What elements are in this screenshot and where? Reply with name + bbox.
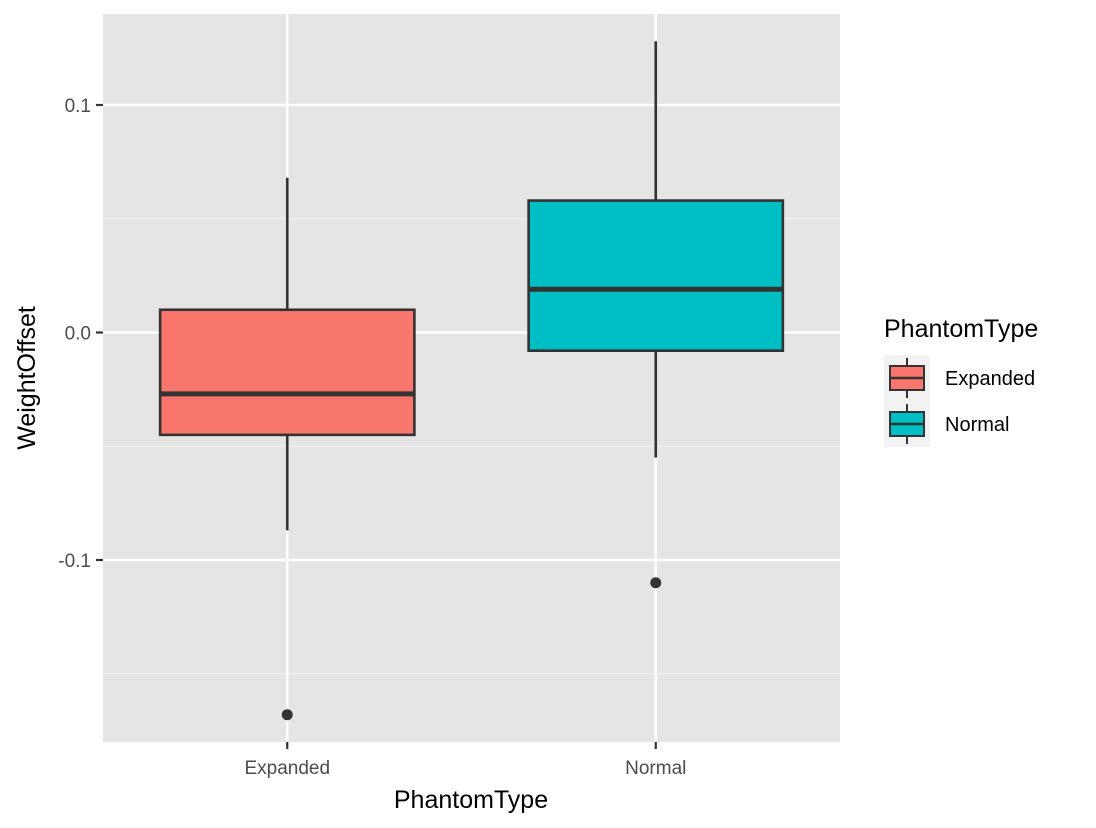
x-tick-label: Normal bbox=[625, 758, 686, 779]
legend-entry-expanded: Expanded bbox=[884, 355, 1035, 401]
y-tick-label: -0.1 bbox=[58, 551, 91, 572]
box-expanded bbox=[158, 177, 416, 721]
iqr-box bbox=[527, 199, 785, 352]
legend-title: PhantomType bbox=[884, 315, 1038, 343]
y-tick-label: 0.0 bbox=[65, 324, 91, 345]
legend-label: Expanded bbox=[945, 368, 1035, 390]
legend: PhantomType Expanded Normal bbox=[884, 315, 1038, 447]
y-axis: -0.1 0.0 0.1 bbox=[58, 96, 103, 572]
outlier-point bbox=[281, 709, 293, 721]
x-axis: Expanded Normal bbox=[244, 742, 686, 779]
x-tick-label: Expanded bbox=[244, 758, 330, 779]
y-tick-label: 0.1 bbox=[65, 96, 91, 117]
box-series bbox=[158, 41, 785, 721]
y-axis-title: WeightOffset bbox=[13, 306, 41, 450]
iqr-box bbox=[158, 308, 416, 437]
outlier-point bbox=[650, 577, 662, 589]
box-normal bbox=[527, 41, 785, 589]
x-axis-title: PhantomType bbox=[394, 786, 548, 814]
legend-entry-normal: Normal bbox=[884, 401, 1009, 447]
legend-label: Normal bbox=[945, 414, 1009, 436]
